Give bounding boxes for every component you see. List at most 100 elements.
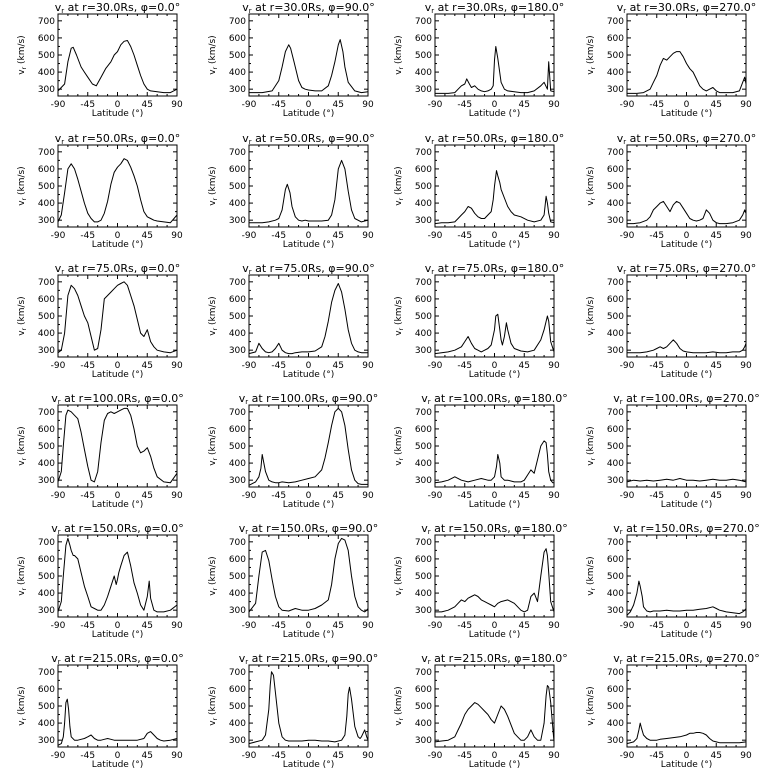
x-tick-label: -90 [51, 491, 66, 501]
x-tick-label: 45 [711, 751, 722, 761]
x-tick-label: -45 [80, 100, 95, 110]
x-tick-label: 45 [519, 751, 530, 761]
x-tick-label: 90 [548, 361, 560, 371]
y-tick-label: 600 [607, 555, 624, 565]
x-tick-label: -45 [271, 100, 286, 110]
x-tick-label: 0 [492, 491, 498, 501]
y-tick-label: 600 [38, 34, 55, 44]
y-tick-label: 300 [38, 736, 55, 746]
x-axis-label-r50.0-phi0.0: Latitude (°) [92, 240, 143, 250]
y-tick-label: 700 [415, 408, 432, 418]
panel-title-r50.0-phi270.0: vr at r=50.0Rs, φ=270.0° [617, 132, 757, 146]
x-tick-label: 0 [115, 621, 121, 631]
y-tick-label: 300 [38, 346, 55, 356]
y-axis-label-r75.0-phi180.0: vr (km/s) [394, 296, 405, 335]
x-tick-label: 45 [142, 100, 153, 110]
x-tick-label: 45 [711, 361, 722, 371]
x-tick-label: 90 [171, 491, 183, 501]
x-axis-label-r215.0-phi270.0: Latitude (°) [661, 760, 712, 768]
x-tick-label: -90 [620, 491, 635, 501]
y-tick-label: 400 [38, 719, 55, 729]
series-line-r50.0-phi270.0 [627, 200, 747, 225]
x-tick-label: 90 [362, 491, 374, 501]
x-axis-label-r215.0-phi180.0: Latitude (°) [469, 760, 520, 768]
y-tick-label: 600 [38, 165, 55, 175]
y-tick-label: 400 [229, 329, 246, 339]
series-line-r30.0-phi270.0 [627, 51, 747, 94]
x-tick-label: 45 [333, 751, 344, 761]
y-axis-label-r100.0-phi90.0: vr (km/s) [208, 426, 219, 465]
x-tick-label: -45 [457, 100, 472, 110]
y-axis-label-r50.0-phi0.0: vr (km/s) [17, 166, 28, 205]
y-tick-label: 400 [229, 199, 246, 209]
x-axis-label-r75.0-phi0.0: Latitude (°) [92, 370, 143, 380]
y-tick-label: 300 [38, 476, 55, 486]
x-tick-label: 90 [171, 621, 183, 631]
y-tick-label: 700 [607, 17, 624, 27]
x-tick-label: 0 [115, 231, 121, 241]
x-axis-label-r30.0-phi180.0: Latitude (°) [469, 109, 520, 119]
y-tick-label: 300 [229, 476, 246, 486]
panel-title-r215.0-phi0.0: vr at r=215.0Rs, φ=0.0° [51, 652, 184, 666]
y-tick-label: 400 [415, 719, 432, 729]
series-line-r50.0-phi180.0 [434, 170, 555, 225]
y-tick-label: 400 [607, 719, 624, 729]
x-tick-label: 45 [333, 361, 344, 371]
plot-frame-r50.0-phi0.0 [57, 144, 178, 228]
x-tick-label: 45 [142, 231, 153, 241]
x-tick-label: 0 [492, 621, 498, 631]
x-tick-label: 45 [142, 491, 153, 501]
x-tick-label: -45 [271, 751, 286, 761]
y-tick-label: 300 [229, 85, 246, 95]
y-tick-label: 500 [415, 182, 432, 192]
y-tick-label: 500 [415, 312, 432, 322]
panel-title-r30.0-phi180.0: vr at r=30.0Rs, φ=180.0° [425, 1, 565, 15]
panel-title-r150.0-phi0.0: vr at r=150.0Rs, φ=0.0° [51, 522, 184, 536]
x-tick-label: 0 [115, 100, 121, 110]
x-tick-label: 90 [171, 361, 183, 371]
y-tick-label: 500 [415, 572, 432, 582]
y-tick-label: 600 [229, 425, 246, 435]
x-tick-label: 90 [740, 100, 752, 110]
y-tick-label: 400 [38, 68, 55, 78]
plot-frame-r30.0-phi90.0 [248, 13, 369, 97]
x-tick-label: 45 [519, 100, 530, 110]
plot-frame-r215.0-phi180.0 [434, 664, 555, 748]
y-axis-label-r215.0-phi180.0: vr (km/s) [394, 686, 405, 725]
plot-frame-r50.0-phi90.0 [248, 144, 369, 228]
panel-title-r50.0-phi180.0: vr at r=50.0Rs, φ=180.0° [425, 132, 565, 146]
y-tick-label: 500 [229, 51, 246, 61]
x-tick-label: -45 [80, 231, 95, 241]
x-tick-label: 45 [142, 361, 153, 371]
x-tick-label: -45 [271, 361, 286, 371]
plot-frame-r150.0-phi0.0 [57, 534, 178, 618]
x-tick-label: 90 [362, 361, 374, 371]
y-tick-label: 700 [607, 668, 624, 678]
x-axis-label-r215.0-phi90.0: Latitude (°) [283, 760, 334, 768]
x-tick-label: 0 [684, 491, 690, 501]
y-tick-label: 500 [607, 312, 624, 322]
x-tick-label: 90 [548, 231, 560, 241]
x-tick-label: -90 [242, 100, 257, 110]
series-line-r50.0-phi0.0 [57, 158, 178, 224]
y-tick-label: 300 [607, 736, 624, 746]
y-tick-label: 300 [607, 85, 624, 95]
y-axis-label-r100.0-phi0.0: vr (km/s) [17, 426, 28, 465]
y-axis-label-r30.0-phi90.0: vr (km/s) [208, 35, 219, 74]
x-tick-label: -90 [620, 100, 635, 110]
x-tick-label: -90 [51, 751, 66, 761]
y-tick-label: 700 [38, 668, 55, 678]
y-tick-label: 700 [415, 538, 432, 548]
x-axis-label-r30.0-phi90.0: Latitude (°) [283, 109, 334, 119]
y-tick-label: 500 [229, 312, 246, 322]
y-tick-label: 500 [415, 442, 432, 452]
x-tick-label: 90 [548, 621, 560, 631]
x-tick-label: 45 [333, 491, 344, 501]
x-axis-label-r150.0-phi0.0: Latitude (°) [92, 630, 143, 640]
y-axis-label-r150.0-phi180.0: vr (km/s) [394, 556, 405, 595]
x-tick-label: 45 [333, 231, 344, 241]
y-tick-label: 400 [229, 589, 246, 599]
x-tick-label: 0 [306, 491, 312, 501]
panel-title-r75.0-phi270.0: vr at r=75.0Rs, φ=270.0° [617, 262, 757, 276]
